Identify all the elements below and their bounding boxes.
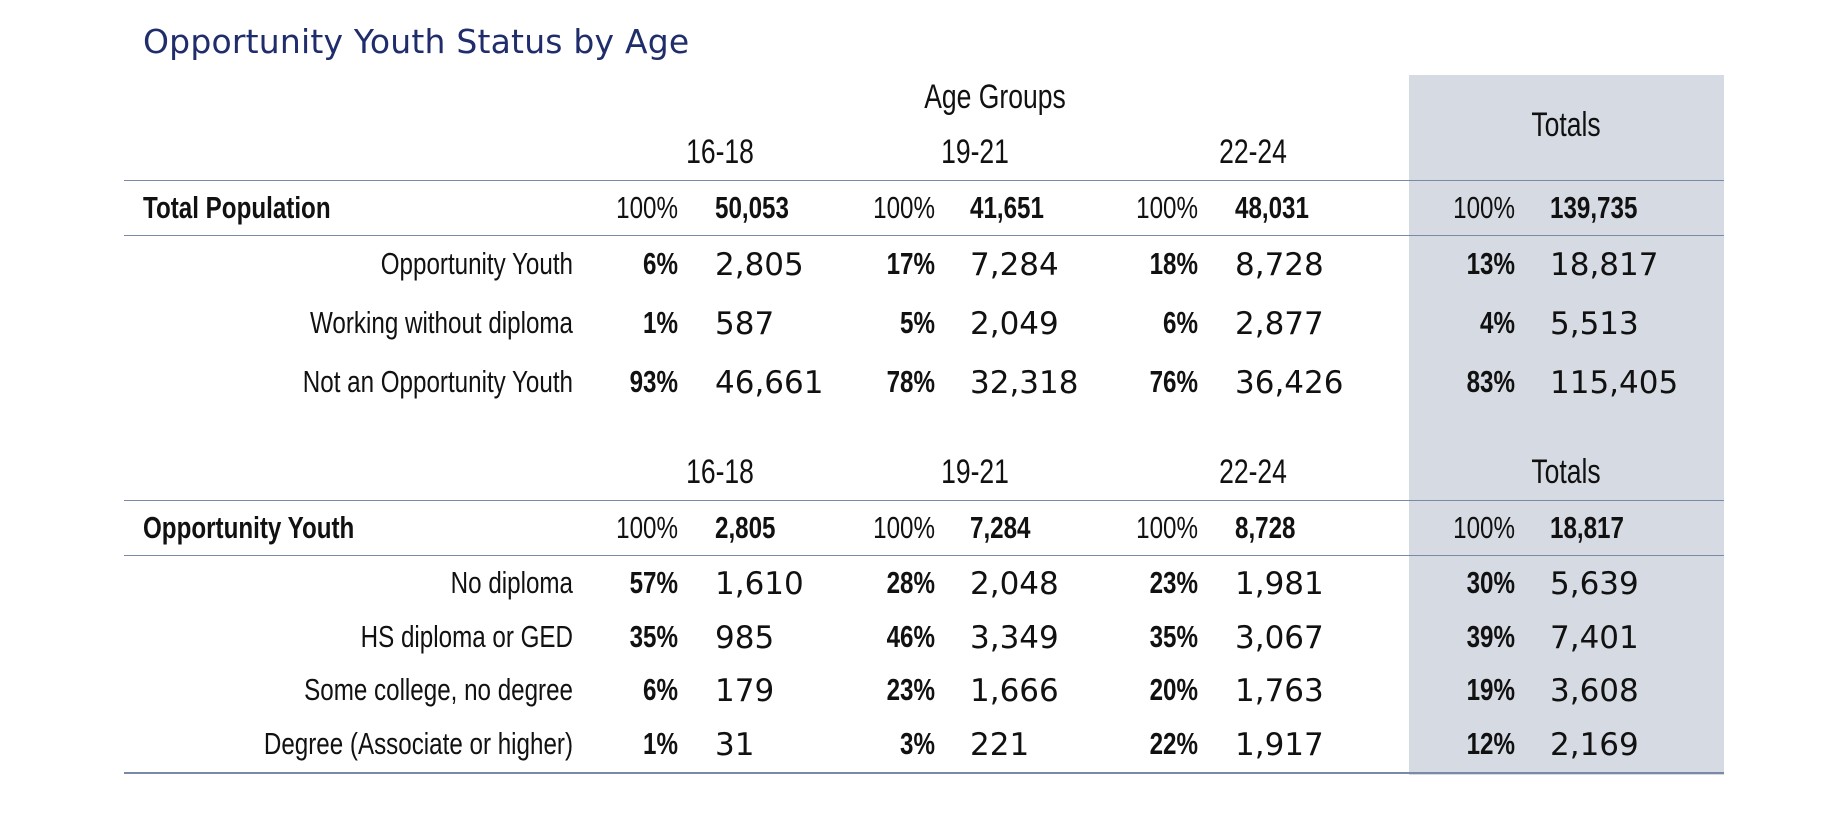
- row-percent: 20%: [1149, 672, 1198, 707]
- row-percent: 93%: [629, 364, 678, 399]
- row-count: 7,401: [1550, 620, 1639, 656]
- row-percent: 57%: [629, 565, 678, 600]
- row-count: 32,318: [970, 365, 1079, 401]
- row-percent: 30%: [1466, 565, 1515, 600]
- row-percent: 13%: [1466, 246, 1515, 281]
- total-row-label: Opportunity Youth: [143, 510, 355, 545]
- row-percent: 35%: [1149, 619, 1198, 654]
- page-title: Opportunity Youth Status by Age: [143, 22, 690, 61]
- group-header-22-24: 22-24: [1219, 453, 1287, 491]
- row-count: 2,805: [715, 247, 804, 283]
- row-label: Not an Opportunity Youth: [302, 364, 573, 399]
- row-percent: 22%: [1149, 726, 1198, 761]
- group-header-22-24: 22-24: [1219, 133, 1287, 171]
- row-label: Some college, no degree: [304, 672, 573, 707]
- row-count: 1,610: [715, 566, 804, 602]
- row-percent: 19%: [1466, 672, 1515, 707]
- row-percent: 4%: [1480, 305, 1515, 340]
- total-row-count: 50,053: [715, 190, 789, 225]
- total-row-percent: 100%: [616, 510, 678, 545]
- row-count: 31: [715, 727, 755, 763]
- row-percent: 6%: [1163, 305, 1198, 340]
- row-label: Working without diploma: [310, 305, 573, 340]
- total-row-label: Total Population: [143, 190, 331, 225]
- row-count: 985: [715, 620, 775, 656]
- row-percent: 1%: [643, 726, 678, 761]
- row-count: 3,608: [1550, 673, 1639, 709]
- row-percent: 18%: [1149, 246, 1198, 281]
- totals-header: Totals: [1531, 106, 1601, 144]
- row-label: HS diploma or GED: [360, 619, 573, 654]
- row-count: 7,284: [970, 247, 1059, 283]
- row-percent: 76%: [1149, 364, 1198, 399]
- rule-top-section2: [124, 500, 1724, 501]
- group-header-16-18: 16-18: [686, 133, 754, 171]
- row-count: 2,049: [970, 306, 1059, 342]
- row-count: 3,067: [1235, 620, 1324, 656]
- row-percent: 23%: [1149, 565, 1198, 600]
- row-count: 2,877: [1235, 306, 1324, 342]
- total-row-percent: 100%: [873, 190, 935, 225]
- row-count: 18,817: [1550, 247, 1659, 283]
- total-row-count: 2,805: [715, 510, 776, 545]
- row-count: 2,169: [1550, 727, 1639, 763]
- row-count: 5,513: [1550, 306, 1639, 342]
- total-row-percent: 100%: [1136, 190, 1198, 225]
- row-percent: 6%: [643, 672, 678, 707]
- row-count: 1,763: [1235, 673, 1324, 709]
- row-percent: 28%: [886, 565, 935, 600]
- total-row-count: 7,284: [970, 510, 1031, 545]
- rule-top-section1: [124, 180, 1724, 181]
- row-percent: 39%: [1466, 619, 1515, 654]
- group-header-19-21: 19-21: [941, 453, 1009, 491]
- total-row-percent: 100%: [1453, 510, 1515, 545]
- row-count: 36,426: [1235, 365, 1344, 401]
- total-row-percent: 100%: [1453, 190, 1515, 225]
- row-percent: 83%: [1466, 364, 1515, 399]
- row-count: 46,661: [715, 365, 824, 401]
- row-count: 2,048: [970, 566, 1059, 602]
- row-count: 221: [970, 727, 1030, 763]
- total-row-count: 18,817: [1550, 510, 1624, 545]
- group-header-19-21: 19-21: [941, 133, 1009, 171]
- row-label: No diploma: [450, 565, 573, 600]
- row-count: 3,349: [970, 620, 1059, 656]
- row-label: Opportunity Youth: [380, 246, 573, 281]
- row-count: 179: [715, 673, 775, 709]
- row-percent: 12%: [1466, 726, 1515, 761]
- total-row-count: 41,651: [970, 190, 1044, 225]
- row-percent: 78%: [886, 364, 935, 399]
- total-row-percent: 100%: [873, 510, 935, 545]
- row-percent: 5%: [900, 305, 935, 340]
- total-row-count: 139,735: [1550, 190, 1638, 225]
- rule-below-total-section2: [124, 555, 1724, 556]
- row-count: 115,405: [1550, 365, 1679, 401]
- row-percent: 17%: [886, 246, 935, 281]
- row-percent: 46%: [886, 619, 935, 654]
- age-groups-header: Age Groups: [924, 78, 1066, 116]
- totals-header: Totals: [1531, 453, 1601, 491]
- row-count: 8,728: [1235, 247, 1324, 283]
- row-percent: 6%: [643, 246, 678, 281]
- row-count: 1,981: [1235, 566, 1324, 602]
- rule-below-total-section1: [124, 235, 1724, 236]
- row-percent: 1%: [643, 305, 678, 340]
- total-row-count: 48,031: [1235, 190, 1309, 225]
- total-row-percent: 100%: [616, 190, 678, 225]
- row-count: 5,639: [1550, 566, 1639, 602]
- total-row-percent: 100%: [1136, 510, 1198, 545]
- row-percent: 23%: [886, 672, 935, 707]
- totals-column-band: [1409, 75, 1724, 775]
- row-count: 1,666: [970, 673, 1059, 709]
- row-count: 1,917: [1235, 727, 1324, 763]
- row-percent: 3%: [900, 726, 935, 761]
- rule-table-bottom: [124, 772, 1724, 774]
- group-header-16-18: 16-18: [686, 453, 754, 491]
- row-count: 587: [715, 306, 775, 342]
- row-percent: 35%: [629, 619, 678, 654]
- total-row-count: 8,728: [1235, 510, 1296, 545]
- row-label: Degree (Associate or higher): [263, 726, 573, 761]
